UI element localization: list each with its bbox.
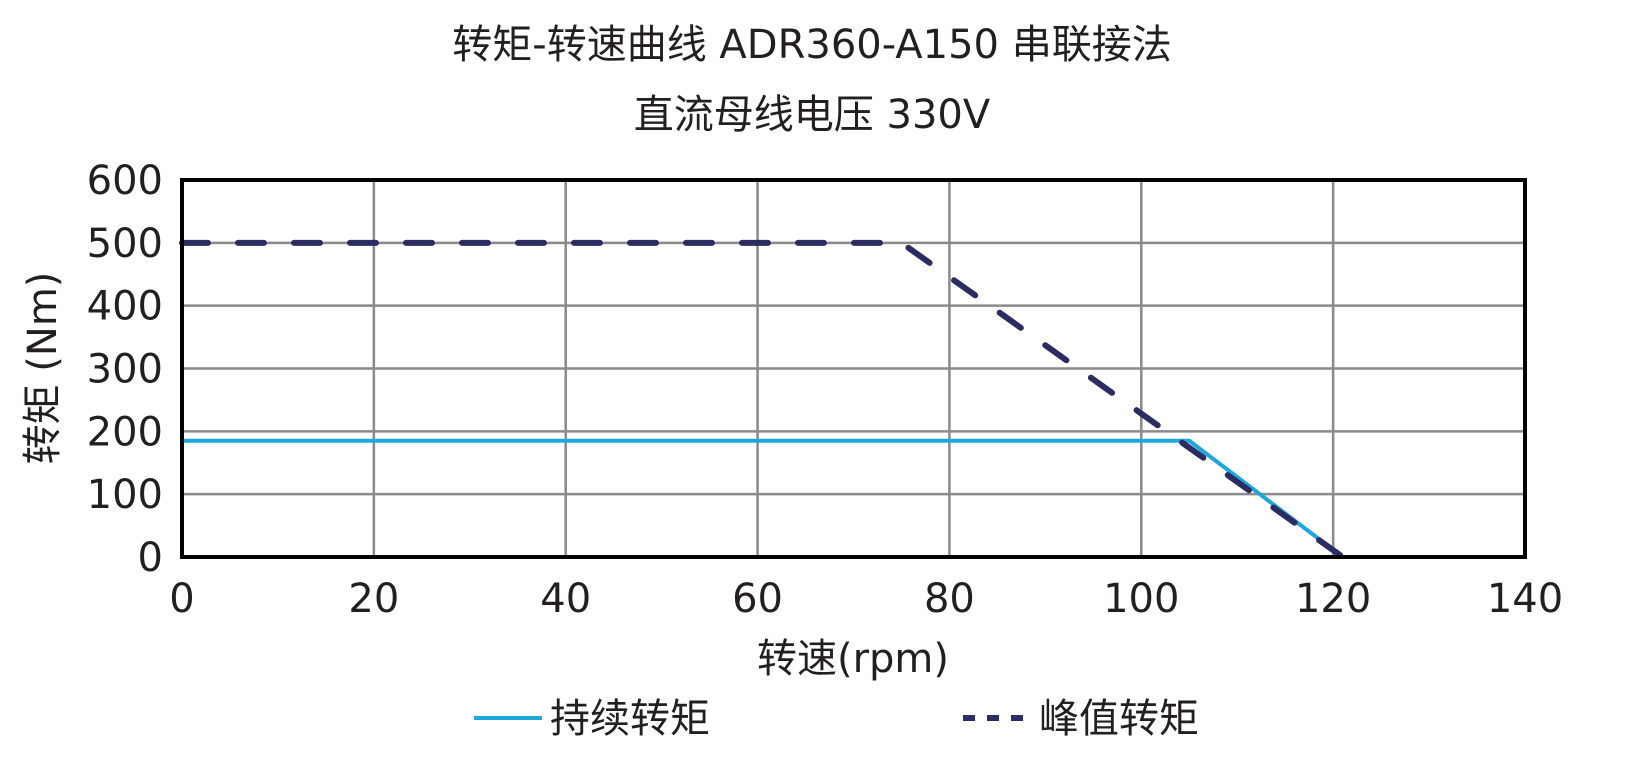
y-tick-label: 600 xyxy=(87,158,163,204)
ticks: 0 20 40 60 80 100 120 140 0 100 200 300 400 500 600 xyxy=(87,158,1564,622)
series-line-continuous-torque xyxy=(182,438,1344,559)
x-tick-label: 120 xyxy=(1295,576,1371,622)
x-tick-label: 0 xyxy=(169,576,194,622)
x-tick-label: 60 xyxy=(732,576,783,622)
x-tick-label: 20 xyxy=(348,576,399,622)
legend: 持续转矩 峰值转矩 xyxy=(474,696,1199,742)
y-tick-label: 300 xyxy=(87,347,163,393)
y-tick-label: 400 xyxy=(87,284,163,330)
series-group xyxy=(179,239,1346,560)
x-axis-label: 转速(rpm) xyxy=(757,636,949,682)
y-tick-label: 500 xyxy=(87,221,163,267)
y-axis-label: 转矩 (Nm) xyxy=(20,272,66,465)
legend-label: 峰值转矩 xyxy=(1039,696,1199,742)
x-tick-label: 40 xyxy=(540,576,591,622)
x-tick-label: 100 xyxy=(1103,576,1179,622)
grid xyxy=(180,178,1527,559)
legend-label: 持续转矩 xyxy=(550,696,710,742)
x-tick-label: 80 xyxy=(924,576,975,622)
x-tick-label: 140 xyxy=(1487,576,1563,622)
series-line-peak-torque xyxy=(179,239,1346,560)
y-tick-label: 0 xyxy=(138,535,163,581)
chart-subtitle: 直流母线电压 330V xyxy=(634,92,991,138)
chart-title: 转矩-转速曲线 ADR360-A150 串联接法 xyxy=(452,22,1171,68)
plot-frame xyxy=(180,178,1527,559)
y-tick-label: 200 xyxy=(87,409,163,455)
y-tick-label: 100 xyxy=(87,472,163,518)
